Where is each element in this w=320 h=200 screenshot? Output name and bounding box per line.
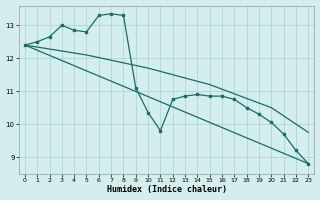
X-axis label: Humidex (Indice chaleur): Humidex (Indice chaleur)	[107, 185, 227, 194]
